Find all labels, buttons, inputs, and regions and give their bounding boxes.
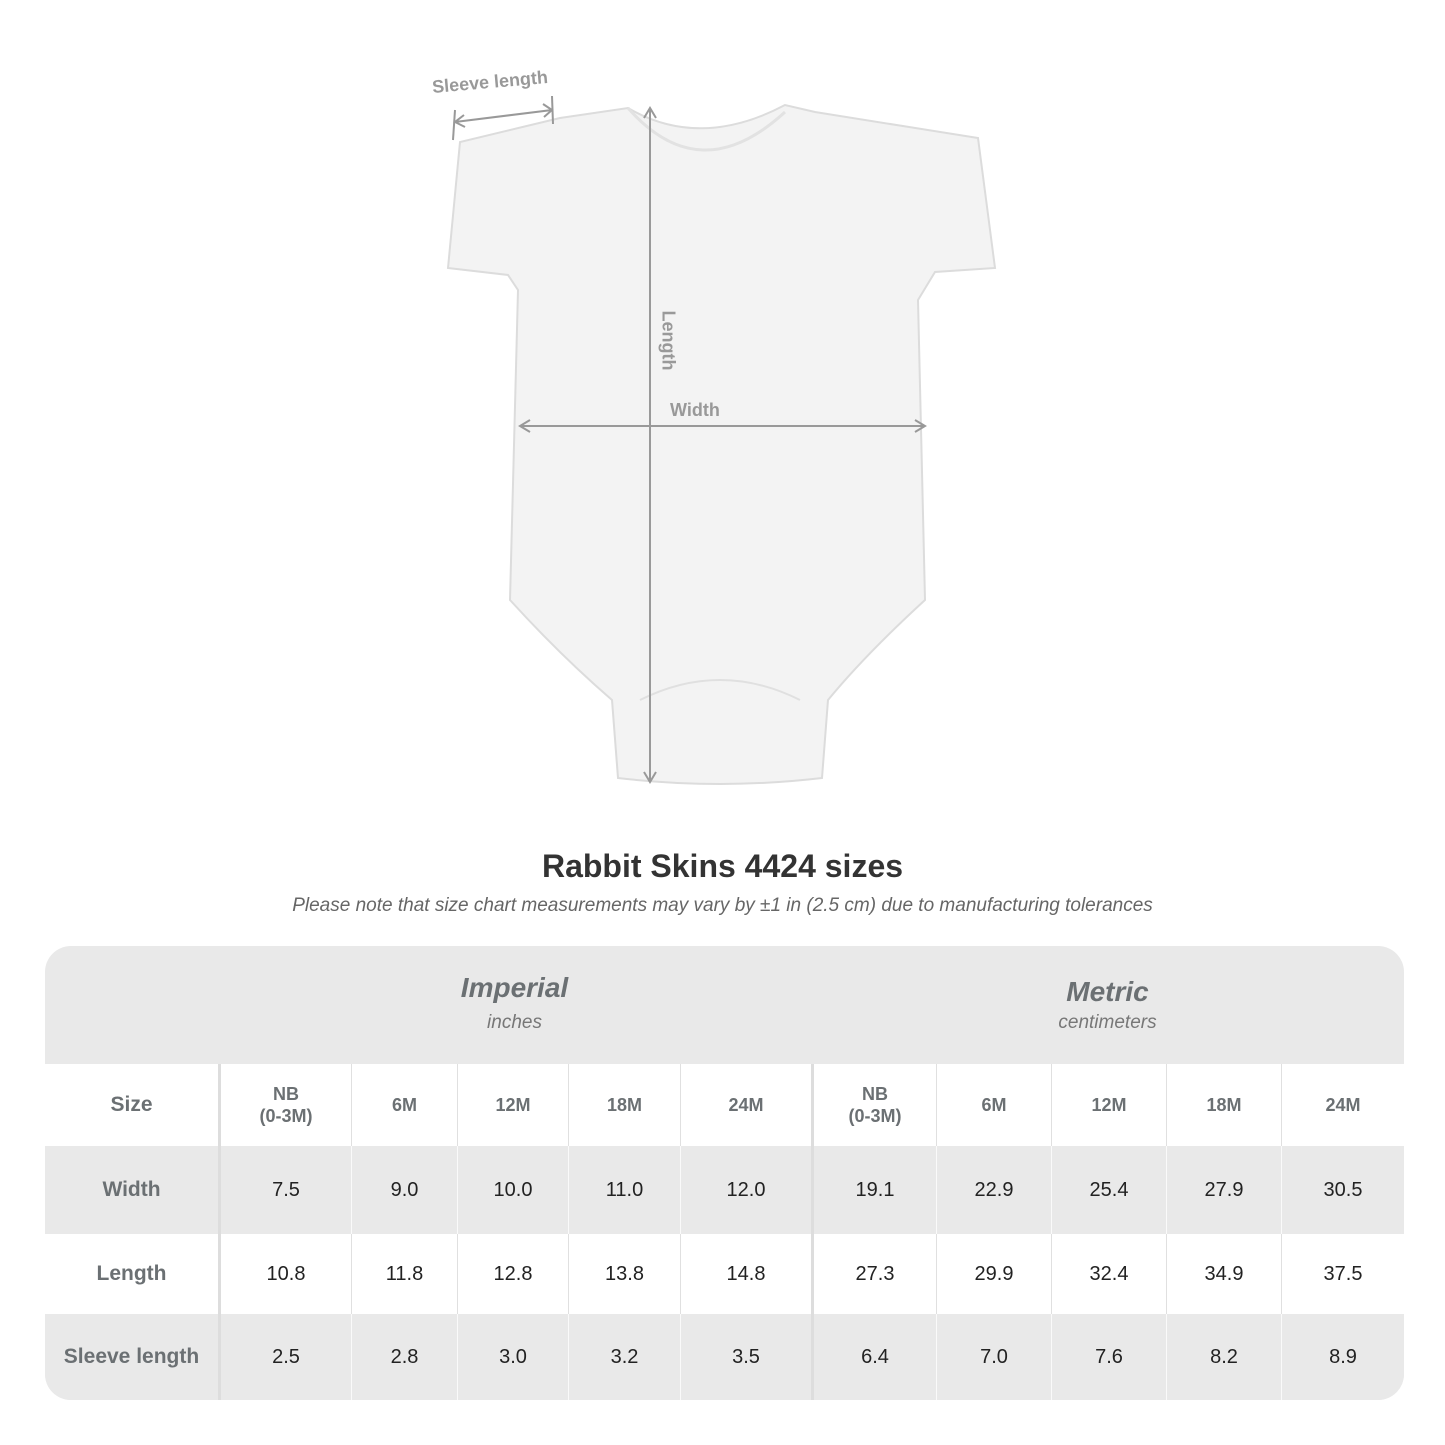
- onesie-diagram: [446, 95, 997, 785]
- tolerance-note: Please note that size chart measurements…: [292, 895, 1153, 916]
- imperial-value-cell: 11.8: [351, 1234, 457, 1314]
- metric-unit: centimeters: [1058, 1012, 1157, 1033]
- imperial-value-cell: 3.2: [568, 1314, 680, 1400]
- imperial-value-cell: 14.8: [680, 1234, 811, 1314]
- metric-value-cell: 30.5: [1281, 1146, 1404, 1234]
- metric-value-cell: 22.9: [936, 1146, 1051, 1234]
- metric-value-cell: 19.1: [811, 1146, 936, 1234]
- imperial-label: Imperial: [460, 972, 569, 1003]
- imperial-unit: inches: [487, 1012, 542, 1033]
- metric-size-header: NB (0-3M): [811, 1064, 936, 1146]
- row-label: Sleeve length: [45, 1314, 218, 1400]
- size-table: Imperial inches Metric centimeters Size N…: [45, 946, 1404, 1400]
- imperial-value-cell: 2.8: [351, 1314, 457, 1400]
- onesie-image: [446, 103, 997, 785]
- width-label: Width: [670, 400, 720, 420]
- metric-size-header: 24M: [1281, 1064, 1404, 1146]
- imperial-value-cell: 11.0: [568, 1146, 680, 1234]
- metric-value-cell: 8.2: [1166, 1314, 1281, 1400]
- metric-value-cell: 29.9: [936, 1234, 1051, 1314]
- imperial-value-cell: 3.5: [680, 1314, 811, 1400]
- metric-value-cell: 6.4: [811, 1314, 936, 1400]
- imperial-size-header: 24M: [680, 1064, 811, 1146]
- neckline: [626, 107, 787, 152]
- snap-flap: [639, 679, 801, 701]
- length-label: Length: [658, 310, 679, 371]
- metric-size-header: 12M: [1051, 1064, 1166, 1146]
- metric-value-cell: 37.5: [1281, 1234, 1404, 1314]
- metric-value-cell: 25.4: [1051, 1146, 1166, 1234]
- page-title: Rabbit Skins 4424 sizes: [541, 848, 904, 884]
- metric-label: Metric: [1066, 976, 1149, 1007]
- row-label: Length: [45, 1234, 218, 1314]
- imperial-value-cell: 7.5: [218, 1146, 351, 1234]
- metric-value-cell: 34.9: [1166, 1234, 1281, 1314]
- row-label: Width: [45, 1146, 218, 1234]
- imperial-header: Imperial inches: [218, 972, 811, 1090]
- metric-size-header: 6M: [936, 1064, 1051, 1146]
- metric-value-cell: 8.9: [1281, 1314, 1404, 1400]
- imperial-size-header: NB (0-3M): [218, 1064, 351, 1146]
- size-header: Size: [45, 1064, 218, 1146]
- imperial-size-header: 18M: [568, 1064, 680, 1146]
- metric-value-cell: 27.3: [811, 1234, 936, 1314]
- imperial-size-header: 6M: [351, 1064, 457, 1146]
- imperial-value-cell: 3.0: [457, 1314, 568, 1400]
- sleeve-arrow: [454, 109, 553, 123]
- imperial-value-cell: 10.0: [457, 1146, 568, 1234]
- metric-value-cell: 7.6: [1051, 1314, 1166, 1400]
- imperial-value-cell: 12.0: [680, 1146, 811, 1234]
- imperial-value-cell: 12.8: [457, 1234, 568, 1314]
- imperial-value-cell: 9.0: [351, 1146, 457, 1234]
- imperial-size-header: 12M: [457, 1064, 568, 1146]
- imperial-value-cell: 10.8: [218, 1234, 351, 1314]
- metric-value-cell: 27.9: [1166, 1146, 1281, 1234]
- imperial-value-cell: 13.8: [568, 1234, 680, 1314]
- metric-size-header: 18M: [1166, 1064, 1281, 1146]
- metric-header: Metric centimeters: [811, 976, 1404, 1094]
- imperial-value-cell: 2.5: [218, 1314, 351, 1400]
- metric-value-cell: 7.0: [936, 1314, 1051, 1400]
- metric-value-cell: 32.4: [1051, 1234, 1166, 1314]
- size-grid: Size NB (0-3M) 6M 12M 18M 24M NB (0-3M) 6M 12M 18…: [45, 1064, 1404, 1400]
